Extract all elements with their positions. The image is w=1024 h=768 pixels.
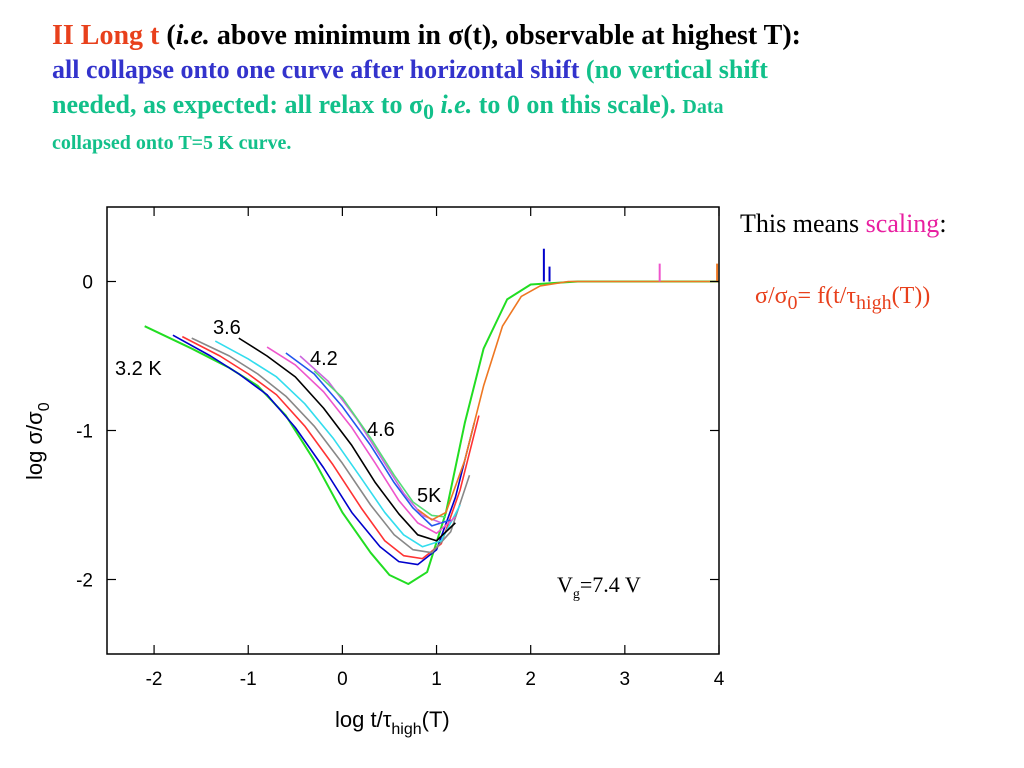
- formula-sub0: 0: [787, 291, 798, 314]
- label-3-6: 3.6: [213, 317, 241, 339]
- xlabel-sub: high: [391, 721, 421, 738]
- no-vertical-shift: (no vertical shift: [579, 55, 768, 84]
- data-series-line: [191, 337, 471, 554]
- formula-mid: = f(t/τ: [797, 283, 857, 309]
- formula-sub: high: [856, 291, 892, 314]
- data-series-line: [172, 334, 475, 566]
- line3-a: needed, as expected: all relax to: [52, 90, 409, 119]
- vg-prefix: V: [557, 572, 573, 597]
- y-tick-label: 0: [82, 273, 93, 294]
- data-series-line: [299, 355, 442, 524]
- ylabel-sigma: σ/σ: [22, 411, 47, 445]
- line3-b: to 0 on this scale).: [472, 90, 676, 119]
- label-4-6: 4.6: [367, 419, 395, 441]
- xlabel-suffix: (T): [422, 707, 450, 732]
- line1-rest-b: (t), observable at highest T):: [463, 20, 801, 51]
- vg-sub: g: [573, 587, 580, 602]
- x-tick-label: 4: [714, 669, 725, 690]
- header-text: II Long t (i.e. above minimum in σ(t), o…: [52, 20, 1012, 156]
- data-series-line: [313, 370, 447, 518]
- data-series-line: [417, 280, 719, 521]
- scaling-formula: σ/σ0= f(t/τhigh(T)): [755, 283, 930, 315]
- label-3-2K: 3.2 K: [115, 358, 162, 380]
- header-line-1: II Long t (i.e. above minimum in σ(t), o…: [52, 20, 1012, 52]
- data-series-line: [214, 340, 461, 548]
- y-axis-title: log σ/σ0: [22, 402, 53, 480]
- y-tick-label: -2: [76, 571, 93, 592]
- x-tick-label: 3: [620, 669, 631, 690]
- header-line-2: all collapse onto one curve after horizo…: [52, 52, 1012, 87]
- x-tick-label: 2: [525, 669, 536, 690]
- label-4-2: 4.2: [310, 348, 338, 370]
- data-series-line: [181, 335, 480, 560]
- line1-rest-a: above minimum in: [209, 20, 448, 51]
- scaling-word: scaling: [865, 209, 940, 238]
- data-series-line: [266, 346, 456, 535]
- formula-end: (T)): [891, 283, 931, 309]
- formula-sigma: σ/σ: [755, 283, 788, 309]
- ylabel-prefix: log: [22, 445, 47, 480]
- series-layer: [144, 248, 719, 585]
- ylabel-sub: 0: [36, 402, 53, 411]
- header-line-3: needed, as expected: all relax to σ0 i.e…: [52, 87, 1012, 130]
- line3-sigma: σ: [408, 90, 424, 119]
- tick-layer: -2 -1 0 1 2 3 4 0 -1 -2: [76, 207, 725, 690]
- paren-open: (: [166, 20, 176, 51]
- x-tick-label: -1: [240, 669, 257, 690]
- xlabel-prefix: log t/: [335, 707, 384, 732]
- section-title: II Long t: [52, 20, 160, 51]
- x-axis-title: log t/τhigh(T): [335, 707, 450, 738]
- x-tick-label: 1: [431, 669, 442, 690]
- label-5K: 5K: [417, 485, 442, 507]
- plot-frame: [106, 206, 720, 655]
- vg-label: Vg=7.4 V: [557, 572, 641, 602]
- ie-text: i.e.: [175, 20, 210, 51]
- xlabel-tau: τ: [383, 707, 392, 732]
- data-series-line: [238, 337, 456, 542]
- y-tick-label: -1: [76, 422, 93, 443]
- vg-suffix: =7.4 V: [580, 572, 641, 597]
- line3-ie: i.e.: [433, 90, 473, 119]
- means-colon: :: [939, 209, 947, 238]
- data-series-line: [285, 352, 451, 527]
- x-tick-label: 0: [337, 669, 348, 690]
- x-tick-label: -2: [146, 669, 163, 690]
- scaling-note: This means scaling:: [740, 209, 947, 239]
- line3-sub: 0: [423, 100, 434, 125]
- collapse-statement: all collapse onto one curve after horizo…: [52, 55, 580, 84]
- data-word: Data: [682, 96, 724, 118]
- sigma-symbol: σ: [447, 20, 464, 51]
- means-prefix: This means: [740, 209, 866, 238]
- header-line-4: collapsed onto T=5 K curve.: [52, 132, 292, 155]
